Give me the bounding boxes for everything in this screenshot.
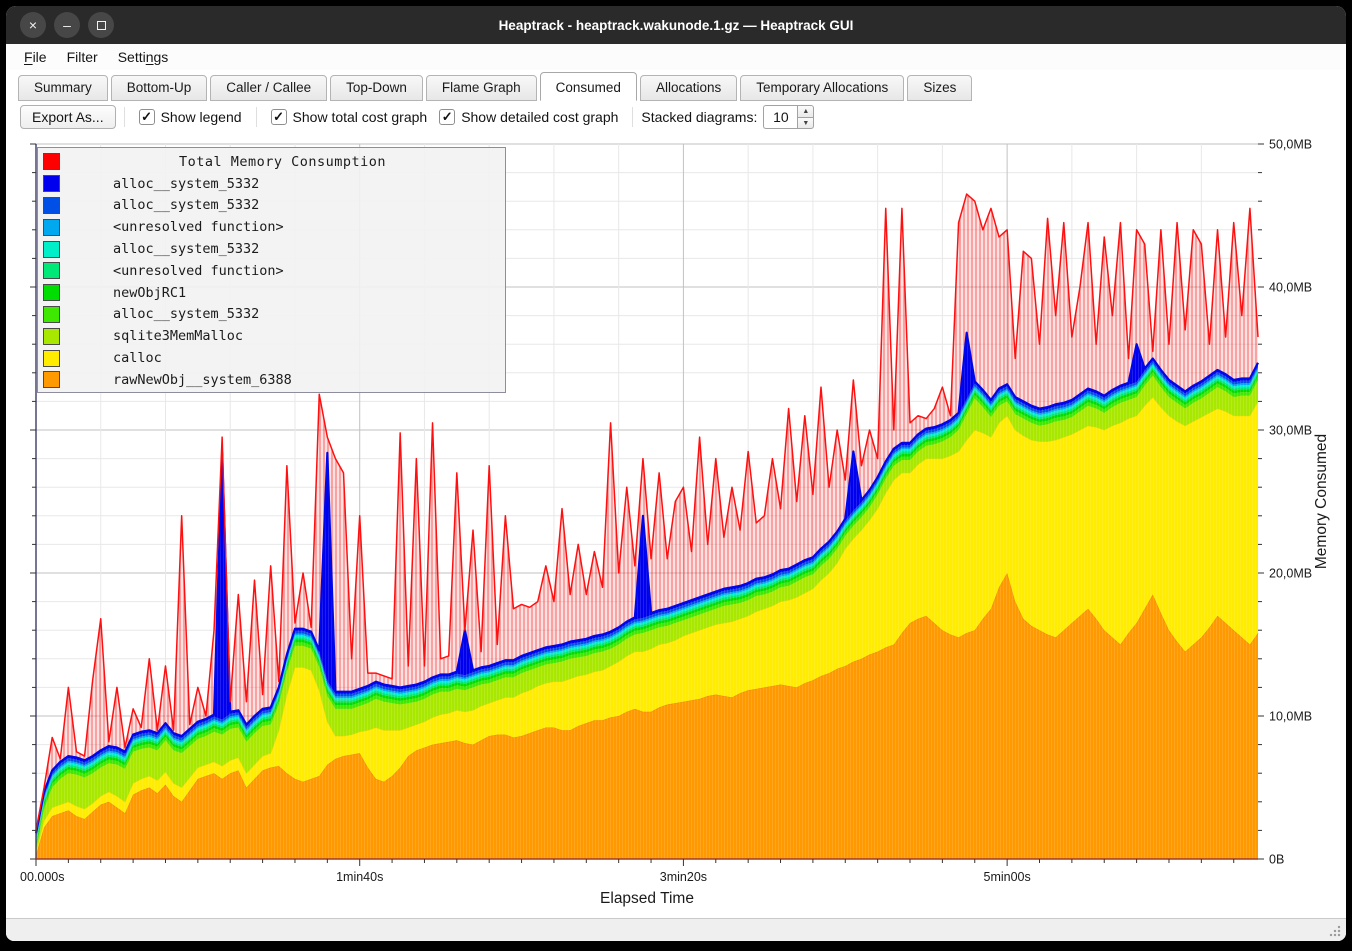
legend-entry: alloc__system_5332 — [43, 173, 505, 195]
series-label: <unresolved function> — [113, 262, 284, 279]
y-tick-label: 10,0MB — [1269, 710, 1312, 724]
stacked-diagrams-stepper[interactable]: 10 ▲ ▼ — [763, 105, 815, 129]
series-color-swatch — [43, 305, 60, 323]
series-label: rawNewObj__system_6388 — [113, 371, 292, 388]
tab-caller-callee[interactable]: Caller / Callee — [210, 75, 328, 101]
tab-summary[interactable]: Summary — [18, 75, 108, 101]
legend-entry: sqlite3MemMalloc — [43, 325, 505, 347]
checkbox-label: Show total cost graph — [292, 109, 428, 125]
menu-file[interactable]: File — [24, 49, 47, 65]
menu-settings[interactable]: Settings — [117, 49, 169, 65]
legend-title-row: Total Memory Consumption — [43, 151, 505, 173]
close-button[interactable]: × — [20, 12, 46, 38]
menu-bar: File Filter Settings — [6, 44, 1346, 70]
y-axis-title: Memory Consumed — [1313, 434, 1330, 569]
menu-filter[interactable]: Filter — [66, 49, 98, 65]
series-color-swatch — [43, 175, 60, 193]
series-color-swatch — [43, 262, 60, 280]
series-label: newObjRC1 — [113, 284, 187, 301]
checkmark-icon: ✓ — [270, 109, 287, 125]
checkbox-label: Show legend — [160, 109, 242, 125]
legend-entry: <unresolved function> — [43, 216, 505, 238]
legend-entry: alloc__system_5332 — [43, 195, 505, 217]
minimize-button[interactable]: – — [54, 12, 80, 38]
series-color-swatch — [43, 327, 60, 345]
title-bar: × – Heaptrack - heaptrack.wakunode.1.gz … — [6, 6, 1346, 44]
alloc-system-top-line — [34, 331, 1259, 834]
stepper-down-button[interactable]: ▼ — [797, 117, 815, 129]
series-color-swatch — [43, 284, 60, 302]
total-memory-swatch — [43, 153, 60, 171]
tab-bottom-up[interactable]: Bottom-Up — [110, 75, 208, 101]
y-tick-label: 20,0MB — [1269, 567, 1312, 581]
maximize-button[interactable] — [88, 12, 114, 38]
toolbar-separator — [255, 107, 257, 127]
checkbox-show-total-cost-graph[interactable]: ✓ Show total cost graph — [270, 109, 428, 125]
tab-bar: Summary Bottom-Up Caller / Callee Top-Down F… — [6, 70, 1346, 101]
legend-title: Total Memory Consumption — [178, 153, 387, 170]
toolbar: Export As... ✓ Show legend ✓ Show total cos… — [6, 101, 1346, 133]
stacked-diagrams-value[interactable]: 10 — [763, 105, 798, 129]
series-label: <unresolved function> — [113, 219, 284, 236]
y-tick-label: 30,0MB — [1269, 424, 1312, 438]
chart-legend: Total Memory Consumption alloc__system_5… — [37, 147, 506, 393]
tab-allocations[interactable]: Allocations — [639, 75, 738, 101]
series-color-swatch — [43, 218, 60, 236]
checkmark-icon: ✓ — [138, 109, 155, 125]
stacked-diagrams-label: Stacked diagrams: — [641, 109, 758, 125]
tab-temporary-allocations[interactable]: Temporary Allocations — [740, 75, 905, 101]
series-color-swatch — [43, 240, 60, 258]
tab-consumed[interactable]: Consumed — [539, 72, 637, 101]
y-tick-label: 40,0MB — [1269, 281, 1312, 295]
x-tick-label: 00.000s — [20, 870, 64, 884]
x-tick-label: 1min40s — [336, 870, 383, 884]
maximize-icon — [96, 20, 106, 30]
chart-area: 0B 10,0MB 20,0MB 30,0MB 40,0MB 50,0MB 00.000s 1… — [6, 133, 1346, 918]
series-label: alloc__system_5332 — [113, 306, 260, 323]
app-window: × – Heaptrack - heaptrack.wakunode.1.gz … — [6, 6, 1346, 941]
series-label: alloc__system_5332 — [113, 241, 260, 258]
y-tick-label: 0B — [1269, 853, 1284, 867]
x-tick-label: 5min00s — [984, 870, 1031, 884]
legend-entry: rawNewObj__system_6388 — [43, 369, 505, 391]
status-bar — [6, 918, 1346, 941]
series-label: sqlite3MemMalloc — [113, 328, 244, 345]
legend-entry: alloc__system_5332 — [43, 304, 505, 326]
legend-entry: <unresolved function> — [43, 260, 505, 282]
total-memory-line — [35, 193, 1259, 831]
checkbox-show-legend[interactable]: ✓ Show legend — [138, 109, 242, 125]
legend-entry: newObjRC1 — [43, 282, 505, 304]
x-axis-title: Elapsed Time — [600, 890, 694, 907]
toolbar-separator — [632, 107, 634, 127]
series-label: alloc__system_5332 — [113, 175, 260, 192]
toolbar-separator — [123, 107, 125, 127]
export-as-button[interactable]: Export As... — [20, 105, 116, 129]
series-color-swatch — [43, 371, 60, 389]
series-color-swatch — [43, 349, 60, 367]
stack-texture — [36, 332, 1258, 859]
series-label: alloc__system_5332 — [113, 197, 260, 214]
tab-flame-graph[interactable]: Flame Graph — [425, 75, 537, 101]
legend-entry: alloc__system_5332 — [43, 238, 505, 260]
arrow-up-icon: ▲ — [802, 108, 810, 115]
window-title: Heaptrack - heaptrack.wakunode.1.gz — He… — [498, 17, 854, 33]
memory-consumption-chart[interactable]: 0B 10,0MB 20,0MB 30,0MB 40,0MB 50,0MB 00.000s 1… — [6, 133, 1346, 918]
y-tick-label: 50,0MB — [1269, 138, 1312, 152]
tab-sizes[interactable]: Sizes — [907, 75, 973, 101]
arrow-down-icon: ▼ — [802, 119, 810, 127]
series-label: calloc — [113, 350, 162, 367]
resize-grip-icon[interactable] — [1329, 925, 1341, 937]
minimize-icon: – — [63, 17, 71, 33]
stepper-up-button[interactable]: ▲ — [797, 105, 815, 117]
tab-top-down[interactable]: Top-Down — [330, 75, 423, 101]
x-tick-label: 3min20s — [660, 870, 707, 884]
legend-entry: calloc — [43, 347, 505, 369]
checkbox-label: Show detailed cost graph — [461, 109, 619, 125]
checkbox-show-detailed-cost-graph[interactable]: ✓ Show detailed cost graph — [439, 109, 618, 125]
series-color-swatch — [43, 196, 60, 214]
checkmark-icon: ✓ — [439, 109, 456, 125]
close-icon: × — [28, 17, 38, 33]
